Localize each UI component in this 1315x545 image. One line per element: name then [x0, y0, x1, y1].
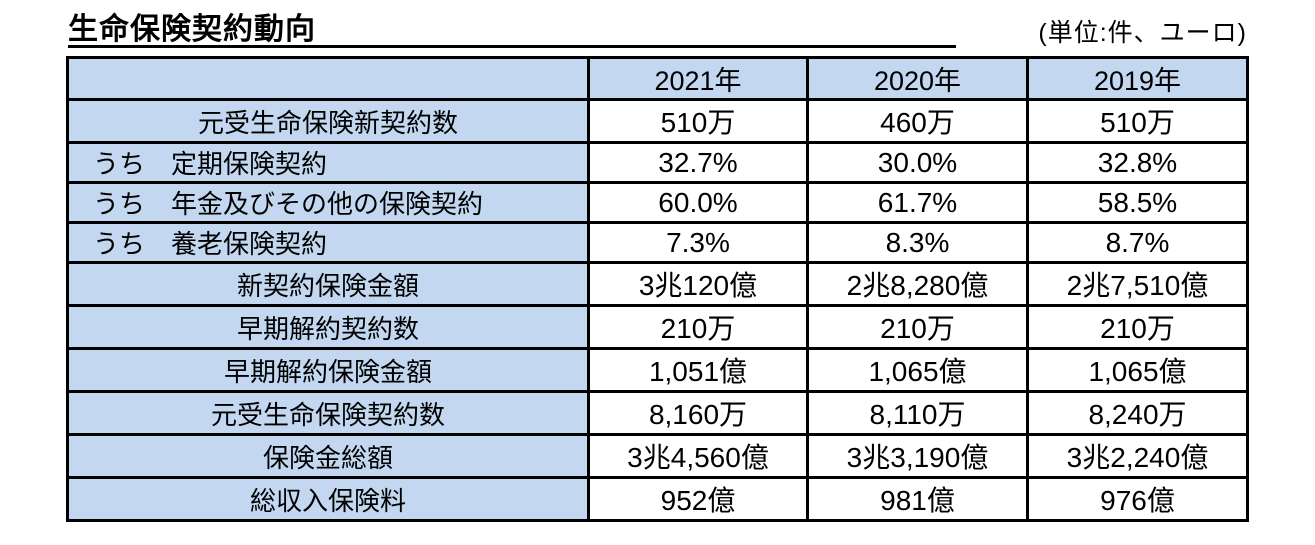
row-label-cell: うち 養老保険契約: [66, 221, 590, 264]
table-row: 早期解約保険金額 1,051億 1,065億 1,065億: [66, 347, 1249, 393]
header-cell-year-2020: 2020年: [806, 56, 1029, 101]
value-cell: 2兆7,510億: [1026, 261, 1249, 307]
value-cell: 976億: [1026, 476, 1249, 522]
header-cell-year-2019: 2019年: [1026, 56, 1249, 101]
value-cell: 210万: [806, 304, 1029, 350]
value-cell: 1,051億: [587, 347, 809, 393]
row-label-cell: 新契約保険金額: [66, 261, 590, 307]
value-cell: 1,065億: [806, 347, 1029, 393]
value-cell: 30.0%: [806, 141, 1029, 184]
value-cell: 510万: [1026, 98, 1249, 144]
row-label-cell: 元受生命保険契約数: [66, 390, 590, 436]
table-body: 元受生命保険新契約数 510万 460万 510万 うち 定期保険契約 32.7…: [66, 98, 1249, 522]
table-row: 新契約保険金額 3兆120億 2兆8,280億 2兆7,510億: [66, 261, 1249, 307]
row-label-cell: 早期解約契約数: [66, 304, 590, 350]
page-title: 生命保険契約動向: [68, 13, 316, 46]
value-cell: 3兆4,560億: [587, 433, 809, 479]
header-cell-year-2021: 2021年: [587, 56, 809, 101]
value-cell: 7.3%: [587, 221, 809, 264]
table-row: 保険金総額 3兆4,560億 3兆3,190億 3兆2,240億: [66, 433, 1249, 479]
title-underline: 生命保険契約動向: [68, 14, 956, 48]
value-cell: 60.0%: [587, 181, 809, 224]
table-row: 早期解約契約数 210万 210万 210万: [66, 304, 1249, 350]
value-cell: 8,110万: [806, 390, 1029, 436]
value-cell: 3兆2,240億: [1026, 433, 1249, 479]
data-table: 2021年 2020年 2019年 元受生命保険新契約数 510万 460万 5…: [66, 56, 1249, 522]
value-cell: 8,240万: [1026, 390, 1249, 436]
header-row: 2021年 2020年 2019年: [66, 56, 1249, 101]
table-row: うち 養老保険契約 7.3% 8.3% 8.7%: [66, 221, 1249, 264]
value-cell: 210万: [587, 304, 809, 350]
value-cell: 460万: [806, 98, 1029, 144]
value-cell: 32.7%: [587, 141, 809, 184]
value-cell: 1,065億: [1026, 347, 1249, 393]
table-row: 元受生命保険契約数 8,160万 8,110万 8,240万: [66, 390, 1249, 436]
row-label-cell: 総収入保険料: [66, 476, 590, 522]
value-cell: 510万: [587, 98, 809, 144]
value-cell: 2兆8,280億: [806, 261, 1029, 307]
row-label-cell: うち 定期保険契約: [66, 141, 590, 184]
value-cell: 32.8%: [1026, 141, 1249, 184]
header-cell-blank: [66, 56, 590, 101]
row-label-cell: 元受生命保険新契約数: [66, 98, 590, 144]
value-cell: 58.5%: [1026, 181, 1249, 224]
header-bar: 生命保険契約動向 (単位:件、ユーロ): [66, 14, 1247, 48]
table-row: 総収入保険料 952億 981億 976億: [66, 476, 1249, 522]
table-row: うち 定期保険契約 32.7% 30.0% 32.8%: [66, 141, 1249, 184]
unit-label: (単位:件、ユーロ): [1038, 19, 1247, 47]
value-cell: 3兆120億: [587, 261, 809, 307]
value-cell: 3兆3,190億: [806, 433, 1029, 479]
value-cell: 981億: [806, 476, 1029, 522]
table-row: うち 年金及びその他の保険契約 60.0% 61.7% 58.5%: [66, 181, 1249, 224]
value-cell: 8.3%: [806, 221, 1029, 264]
value-cell: 210万: [1026, 304, 1249, 350]
value-cell: 952億: [587, 476, 809, 522]
table-row: 元受生命保険新契約数 510万 460万 510万: [66, 98, 1249, 144]
page: 生命保険契約動向 (単位:件、ユーロ) 2021年 2020年 2019年 元受…: [66, 14, 1249, 522]
row-label-cell: 保険金総額: [66, 433, 590, 479]
value-cell: 8.7%: [1026, 221, 1249, 264]
row-label-cell: うち 年金及びその他の保険契約: [66, 181, 590, 224]
value-cell: 8,160万: [587, 390, 809, 436]
value-cell: 61.7%: [806, 181, 1029, 224]
row-label-cell: 早期解約保険金額: [66, 347, 590, 393]
